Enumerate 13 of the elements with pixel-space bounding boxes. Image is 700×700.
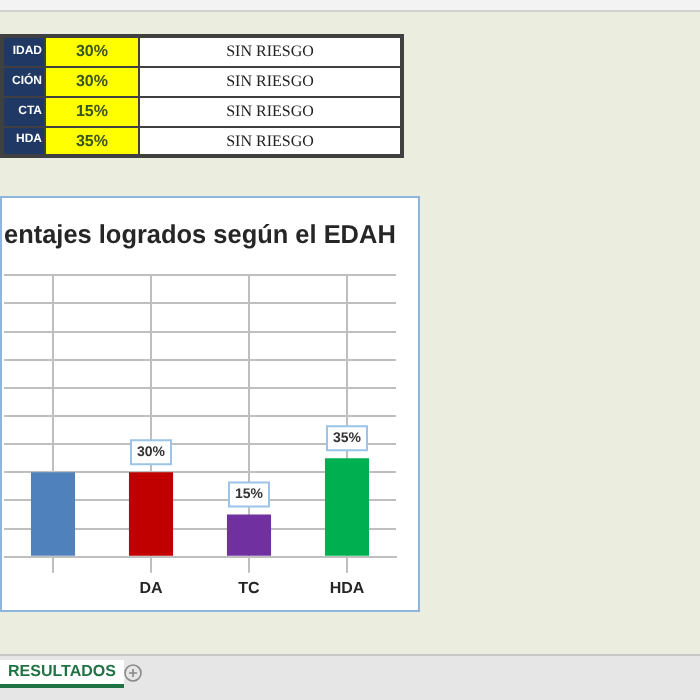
text: SIN RIESGO	[139, 66, 402, 96]
text: 30%	[45, 36, 139, 66]
x-tick-label: TC	[238, 578, 261, 597]
text: 30%	[45, 66, 139, 96]
text: SIN RIESGO	[139, 126, 402, 156]
text: SIN RIESGO	[139, 36, 402, 66]
text: RESULTADOS	[0, 660, 124, 688]
text: 35%	[45, 126, 139, 156]
text: 15%	[45, 96, 139, 126]
chart-title: entajes logrados según el EDAH	[4, 218, 396, 249]
x-tick-label: DA	[139, 578, 163, 597]
x-tick-label: HDA	[329, 578, 365, 597]
text: SIN RIESGO	[139, 96, 402, 126]
